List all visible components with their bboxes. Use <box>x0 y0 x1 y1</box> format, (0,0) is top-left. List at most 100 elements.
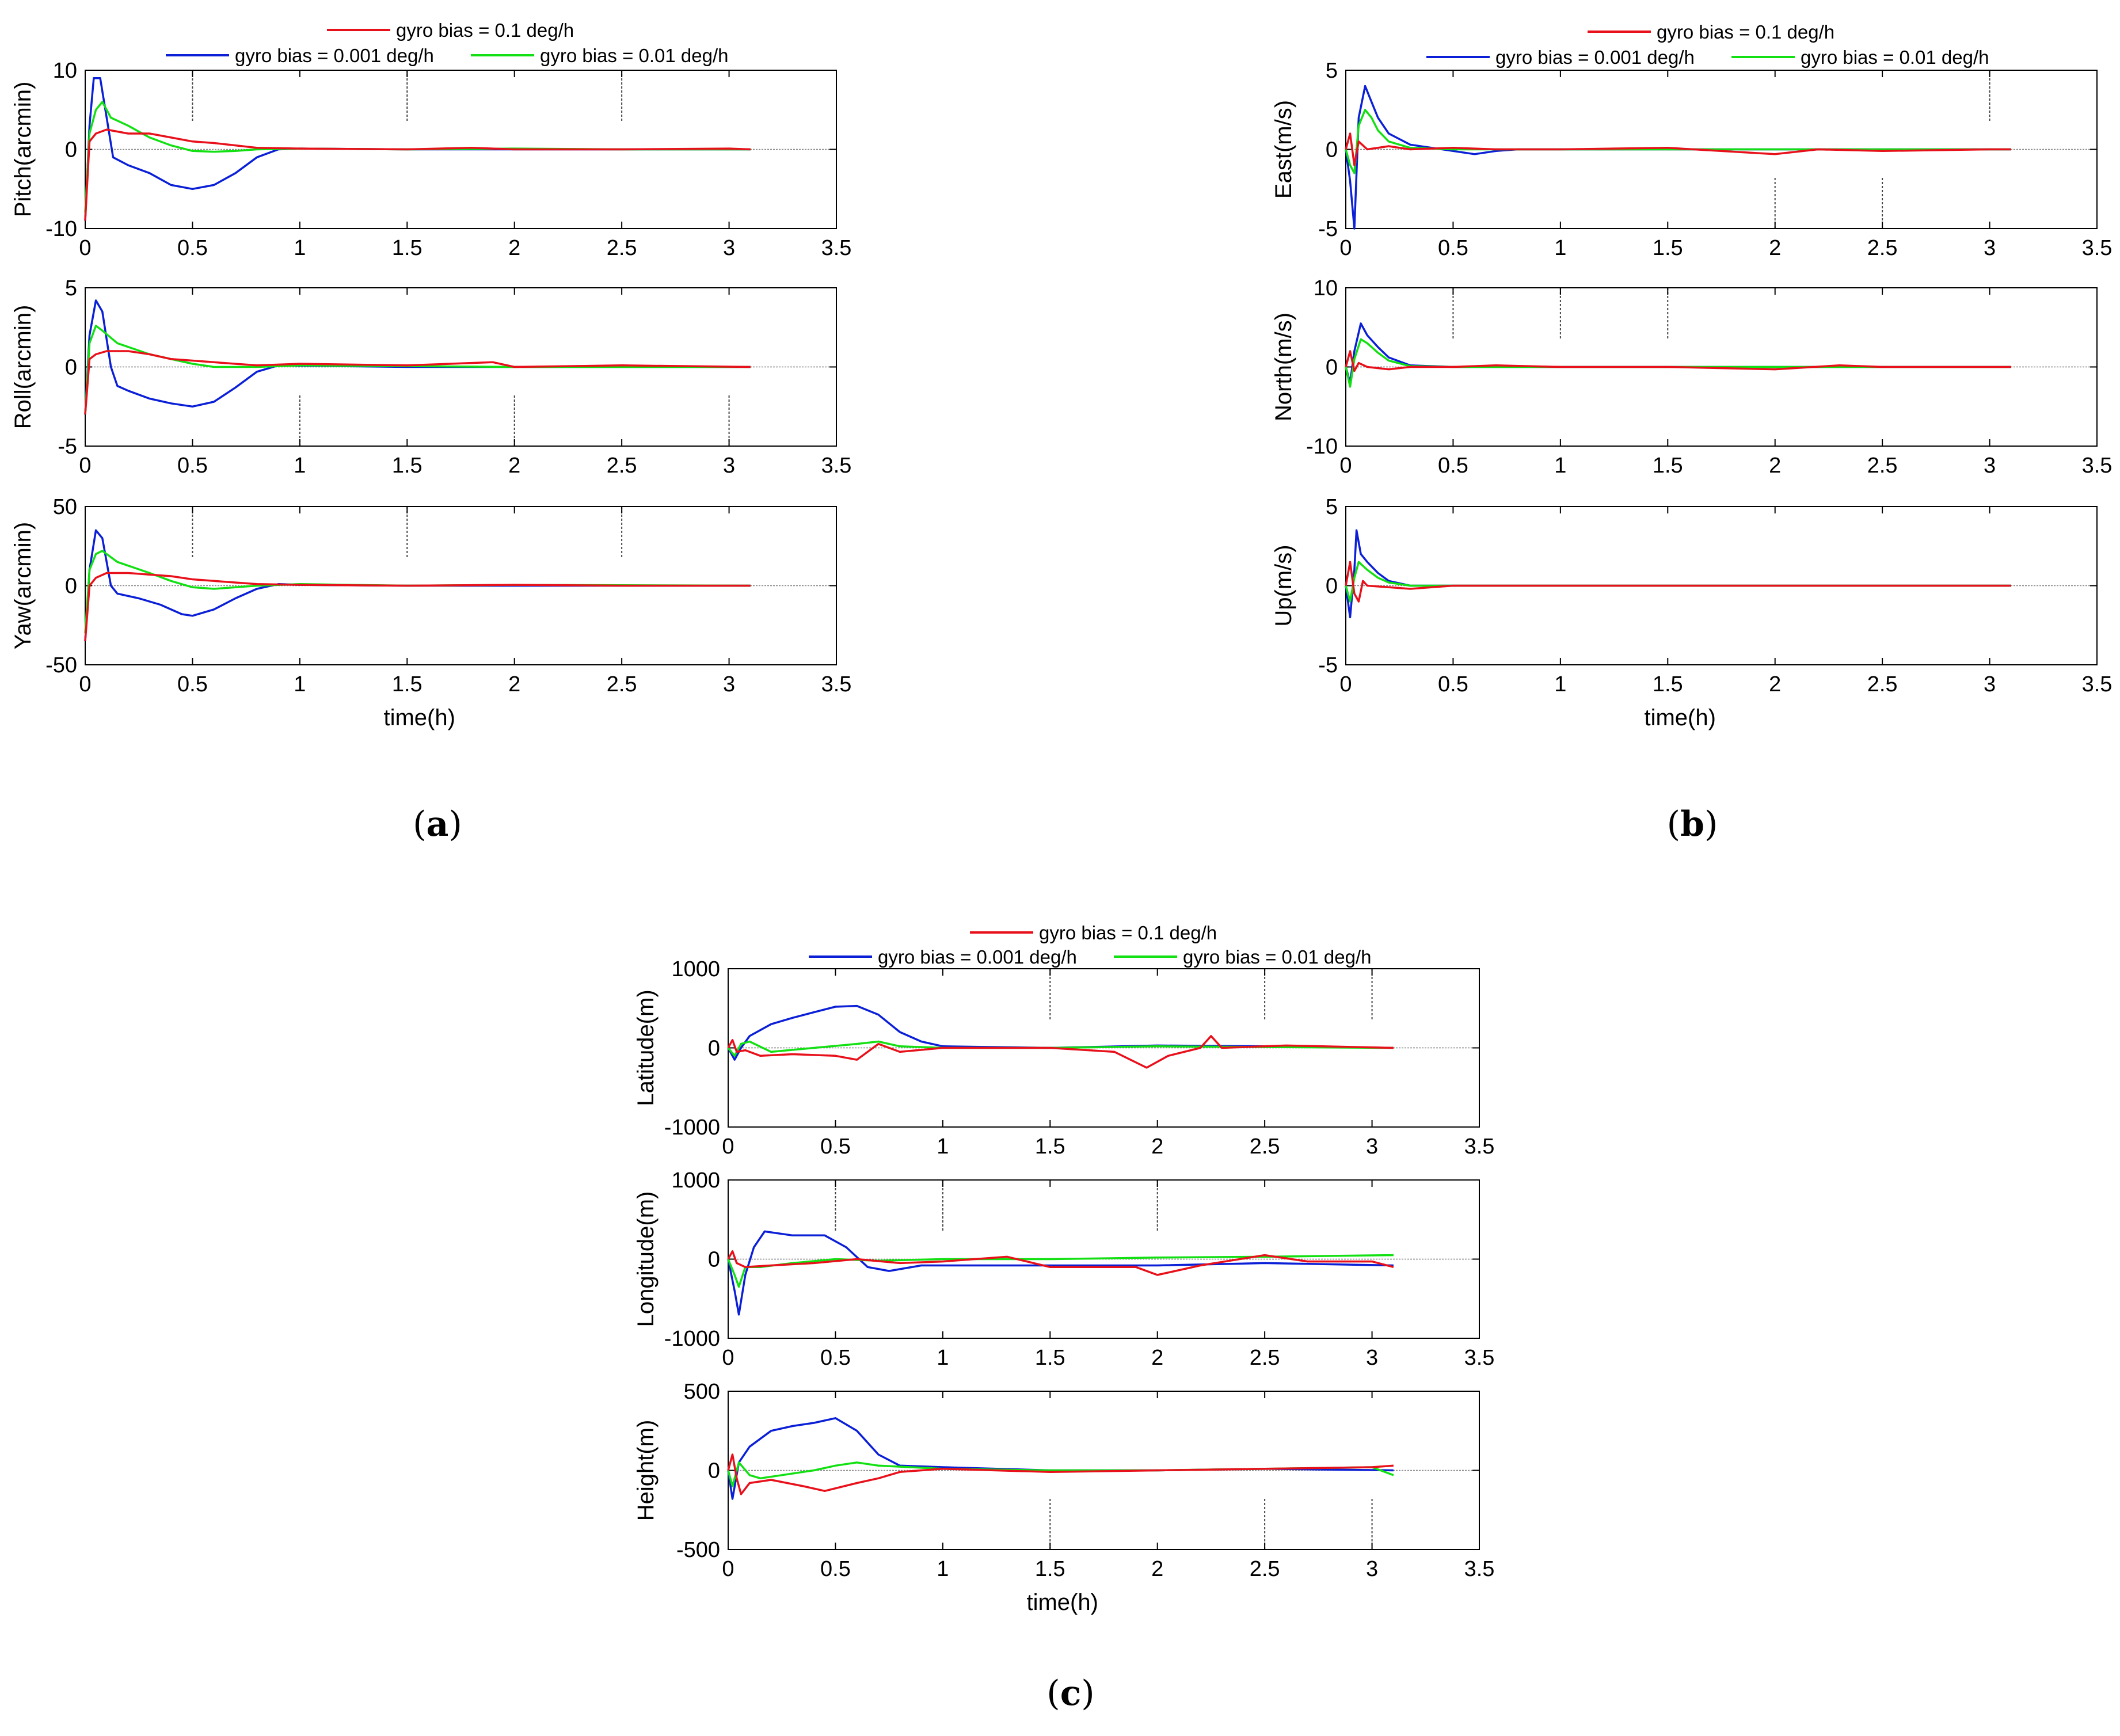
y-tick-label: -5 <box>58 435 77 459</box>
x-tick-label: 0.5 <box>1438 454 1468 478</box>
legend-label-red: gyro bias = 0.1 deg/h <box>1039 922 1217 943</box>
series-red <box>1345 350 2011 372</box>
x-tick-label: 3 <box>723 236 735 260</box>
series-red <box>727 1453 1394 1495</box>
x-tick-label: 0 <box>79 454 91 478</box>
x-tick-label: 1.5 <box>1035 1135 1065 1159</box>
x-tick-label: 0 <box>722 1346 734 1370</box>
x-tick-label: 3 <box>1984 454 1996 478</box>
x-tick-label: 0 <box>1339 454 1352 478</box>
x-tick-label: 0.5 <box>820 1346 851 1370</box>
series-red <box>84 128 751 221</box>
x-tick-label: 3.5 <box>2082 454 2113 478</box>
x-tick-label: 1.5 <box>392 236 423 260</box>
x-tick-label: 1 <box>294 672 306 696</box>
x-axis-label: time(h) <box>383 705 455 730</box>
y-tick-label: -50 <box>45 653 77 677</box>
x-tick-label: 2.5 <box>607 454 637 478</box>
x-tick-label: 0 <box>1339 236 1352 260</box>
y-tick-label: -5 <box>1318 653 1338 677</box>
x-tick-label: 2.5 <box>1867 454 1898 478</box>
x-tick-label: 1 <box>937 1346 949 1370</box>
y-axis-label: North(m/s) <box>1271 313 1296 421</box>
x-tick-label: 3 <box>1984 672 1996 696</box>
x-tick-label: 0.5 <box>177 672 208 696</box>
series-blue <box>727 1230 1394 1316</box>
x-tick-label: 2 <box>1769 236 1781 260</box>
x-tick-label: 0.5 <box>177 454 208 478</box>
y-tick-label: 1000 <box>671 957 720 981</box>
y-axis-label: Longitude(m) <box>633 1191 659 1327</box>
x-tick-label: 0 <box>722 1557 734 1581</box>
y-axis-label: Latitude(m) <box>633 989 659 1106</box>
y-tick-label: 50 <box>53 495 77 519</box>
x-tick-label: 3.5 <box>821 672 852 696</box>
legend-label-red: gyro bias = 0.1 deg/h <box>396 20 574 41</box>
series-green <box>727 1254 1394 1288</box>
x-tick-label: 1 <box>294 454 306 478</box>
legend-label-green: gyro bias = 0.01 deg/h <box>1183 946 1372 968</box>
y-tick-label: 1000 <box>671 1168 720 1193</box>
legend-label-blue: gyro bias = 0.001 deg/h <box>235 45 434 66</box>
x-tick-label: 0 <box>722 1135 734 1159</box>
x-tick-label: 0 <box>79 672 91 696</box>
series-red <box>1345 561 2011 603</box>
x-tick-label: 3 <box>723 454 735 478</box>
y-tick-label: 5 <box>1326 59 1338 83</box>
x-tick-label: 0.5 <box>177 236 208 260</box>
series-red <box>84 350 751 415</box>
y-tick-label: 0 <box>708 1459 720 1483</box>
x-tick-label: 3.5 <box>1464 1557 1495 1581</box>
x-tick-label: 1 <box>1554 236 1566 260</box>
x-tick-label: 2 <box>1769 454 1781 478</box>
caption-c: (c) <box>1046 1673 1094 1714</box>
x-tick-label: 2 <box>1151 1557 1163 1581</box>
y-tick-label: -5 <box>1318 217 1338 241</box>
y-tick-label: 0 <box>65 138 77 162</box>
x-tick-label: 2.5 <box>607 672 637 696</box>
series-red <box>1345 132 2011 166</box>
y-tick-label: -1000 <box>664 1327 720 1351</box>
x-tick-label: 2 <box>1769 672 1781 696</box>
x-tick-label: 2.5 <box>1250 1135 1280 1159</box>
y-axis-label: East(m/s) <box>1271 100 1296 199</box>
caption-c-letter: c <box>1060 1673 1082 1714</box>
caption-a-letter: a <box>427 804 449 844</box>
y-tick-label: 0 <box>708 1248 720 1272</box>
legend-label-blue: gyro bias = 0.001 deg/h <box>1495 47 1695 68</box>
y-axis-label: Height(m) <box>633 1420 659 1521</box>
y-tick-label: 0 <box>1326 574 1338 599</box>
x-tick-label: 0.5 <box>1438 236 1468 260</box>
x-tick-label: 2.5 <box>1867 236 1898 260</box>
legend-label-blue: gyro bias = 0.001 deg/h <box>878 946 1077 968</box>
y-tick-label: -1000 <box>664 1116 720 1140</box>
x-tick-label: 1.5 <box>1035 1346 1065 1370</box>
x-tick-label: 3.5 <box>1464 1346 1495 1370</box>
y-axis-label: Roll(arcmin) <box>10 305 36 429</box>
y-tick-label: 0 <box>1326 138 1338 162</box>
y-axis-label: Up(m/s) <box>1271 545 1296 626</box>
y-tick-label: 0 <box>1326 356 1338 380</box>
x-tick-label: 3 <box>1366 1135 1378 1159</box>
x-tick-label: 2.5 <box>1867 672 1898 696</box>
x-tick-label: 1.5 <box>1035 1557 1065 1581</box>
y-tick-label: -500 <box>676 1538 720 1562</box>
x-tick-label: 2.5 <box>607 236 637 260</box>
x-tick-label: 1 <box>294 236 306 260</box>
y-axis-label: Pitch(arcmin) <box>10 82 36 218</box>
series-red <box>727 1035 1394 1069</box>
y-tick-label: 5 <box>1326 495 1338 519</box>
x-tick-label: 1 <box>937 1135 949 1159</box>
y-tick-label: 5 <box>65 276 77 300</box>
legend-c: gyro bias = 0.1 deg/h gyro bias = 0.001 d… <box>809 922 1372 968</box>
x-tick-label: 3 <box>1984 236 1996 260</box>
x-tick-label: 0.5 <box>820 1557 851 1581</box>
